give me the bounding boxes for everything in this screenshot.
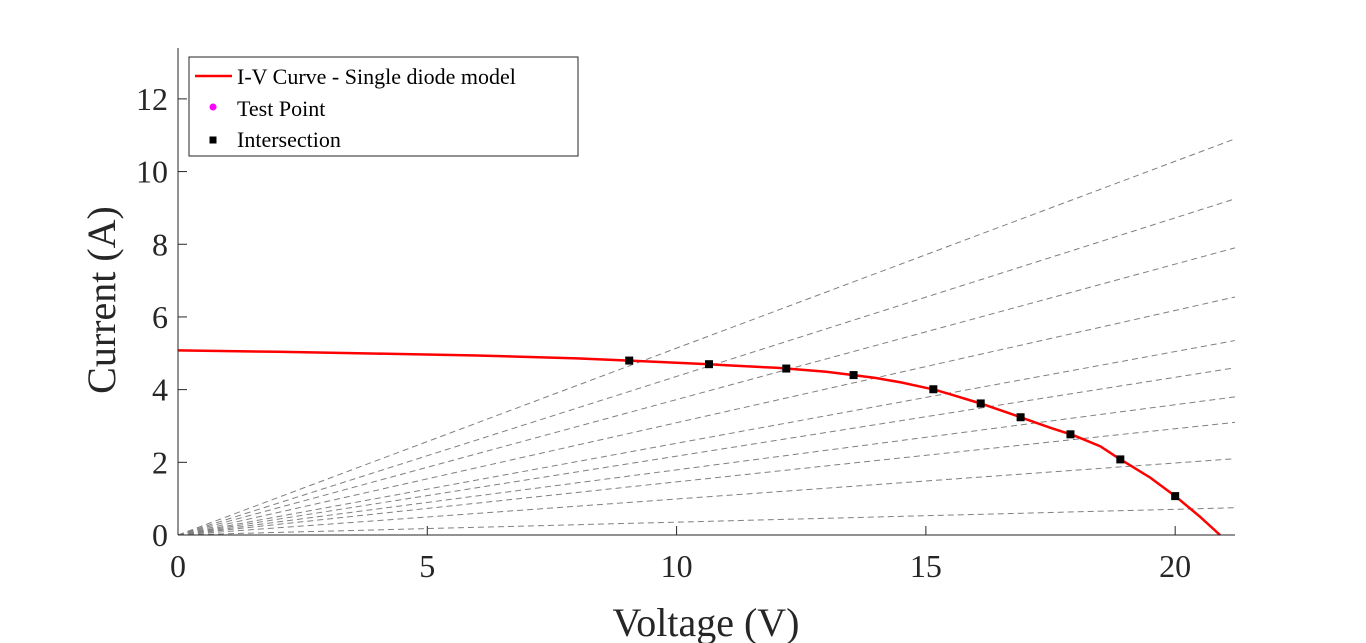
legend-label-test-point: Test Point bbox=[237, 96, 325, 121]
x-axis-label: Voltage (V) bbox=[613, 600, 800, 643]
load-lines bbox=[177, 138, 1236, 536]
intersection-point-3 bbox=[849, 371, 858, 380]
axes bbox=[177, 48, 1235, 536]
x-tick-label-0: 0 bbox=[170, 548, 186, 584]
intersection-point-6 bbox=[1016, 413, 1025, 422]
intersection-point-5 bbox=[976, 399, 985, 408]
intersection-markers bbox=[625, 356, 1180, 501]
iv-curve-layer bbox=[177, 349, 1221, 536]
tick-marks: 0 5 10 15 20 0 2 4 6 8 10 12 bbox=[136, 81, 1191, 584]
intersection-point-8 bbox=[1116, 455, 1125, 464]
intersection-point-7 bbox=[1066, 430, 1075, 439]
load-line-5 bbox=[177, 367, 1236, 536]
intersection-point-9 bbox=[1171, 492, 1180, 501]
legend: I-V Curve - Single diode model Test Poin… bbox=[188, 56, 579, 157]
load-line-0 bbox=[177, 138, 1236, 536]
load-line-3 bbox=[177, 296, 1236, 536]
legend-square-swatch bbox=[209, 136, 217, 144]
y-tick-label-2: 4 bbox=[152, 372, 168, 408]
load-line-8 bbox=[177, 458, 1236, 536]
load-line-9 bbox=[177, 507, 1236, 536]
iv-curve-line bbox=[177, 349, 1221, 536]
legend-label-iv-curve: I-V Curve - Single diode model bbox=[237, 64, 516, 89]
x-tick-label-4: 20 bbox=[1159, 548, 1191, 584]
legend-box bbox=[188, 56, 579, 157]
legend-dot-swatch bbox=[209, 103, 217, 111]
load-line-6 bbox=[177, 396, 1236, 536]
intersection-point-0 bbox=[625, 356, 634, 365]
y-tick-label-0: 0 bbox=[152, 517, 168, 553]
y-tick-label-5: 10 bbox=[136, 154, 168, 190]
x-tick-label-2: 10 bbox=[661, 548, 693, 584]
load-line-4 bbox=[177, 340, 1236, 536]
y-tick-label-3: 6 bbox=[152, 299, 168, 335]
legend-label-intersection: Intersection bbox=[237, 127, 341, 152]
x-tick-label-1: 5 bbox=[419, 548, 435, 584]
intersection-point-4 bbox=[929, 385, 938, 394]
load-line-7 bbox=[177, 421, 1236, 536]
intersection-point-1 bbox=[704, 360, 713, 369]
y-tick-label-4: 8 bbox=[152, 226, 168, 262]
load-line-2 bbox=[177, 247, 1236, 536]
x-tick-label-3: 15 bbox=[910, 548, 942, 584]
y-axis-label: Current (A) bbox=[79, 206, 124, 394]
y-tick-label-1: 2 bbox=[152, 444, 168, 480]
intersection-point-2 bbox=[782, 364, 791, 373]
y-tick-label-6: 12 bbox=[136, 81, 168, 117]
